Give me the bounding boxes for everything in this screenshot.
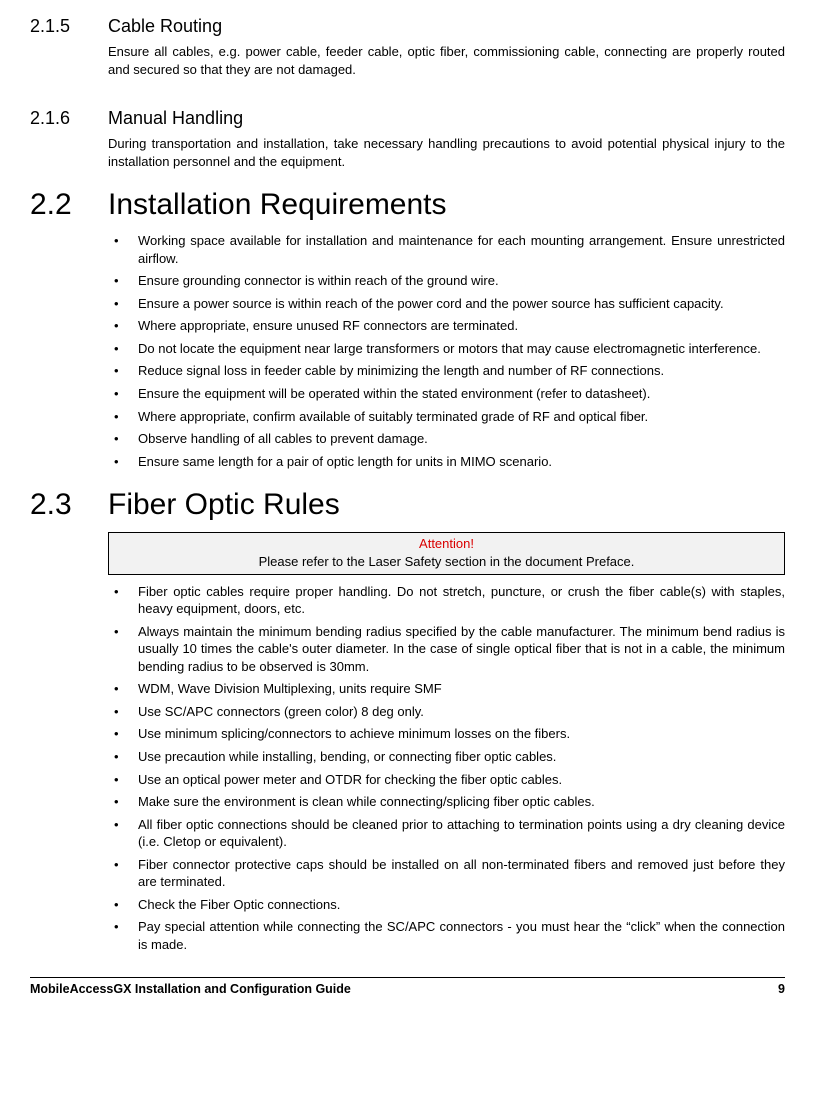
list-item: Ensure grounding connector is within rea… (108, 272, 785, 290)
list-item: Fiber optic cables require proper handli… (108, 583, 785, 618)
footer-doc-title: MobileAccessGX Installation and Configur… (30, 982, 351, 996)
section-2-1-6-body: During transportation and installation, … (108, 135, 785, 170)
section-title: Manual Handling (108, 108, 243, 129)
section-number: 2.3 (30, 488, 108, 522)
section-2-1-6-heading: 2.1.6 Manual Handling (30, 108, 785, 129)
list-item: Working space available for installation… (108, 232, 785, 267)
list-item: Always maintain the minimum bending radi… (108, 623, 785, 676)
list-item: Reduce signal loss in feeder cable by mi… (108, 362, 785, 380)
section-title: Installation Requirements (108, 188, 447, 222)
section-number: 2.1.6 (30, 108, 108, 129)
list-item: Use SC/APC connectors (green color) 8 de… (108, 703, 785, 721)
list-item: All fiber optic connections should be cl… (108, 816, 785, 851)
section-2-2-list: Working space available for installation… (108, 232, 785, 470)
page-footer: MobileAccessGX Installation and Configur… (30, 977, 785, 996)
list-item: Use minimum splicing/connectors to achie… (108, 725, 785, 743)
list-item: Fiber connector protective caps should b… (108, 856, 785, 891)
list-item: Observe handling of all cables to preven… (108, 430, 785, 448)
list-item: Do not locate the equipment near large t… (108, 340, 785, 358)
list-item: Ensure the equipment will be operated wi… (108, 385, 785, 403)
attention-title: Attention! (113, 535, 780, 553)
attention-body: Please refer to the Laser Safety section… (113, 553, 780, 571)
list-item: Use precaution while installing, bending… (108, 748, 785, 766)
section-number: 2.1.5 (30, 16, 108, 37)
section-2-3-heading: 2.3 Fiber Optic Rules (30, 488, 785, 522)
list-item: Ensure a power source is within reach of… (108, 295, 785, 313)
section-2-3-list: Fiber optic cables require proper handli… (108, 583, 785, 954)
footer-page-number: 9 (778, 982, 785, 996)
list-item: Check the Fiber Optic connections. (108, 896, 785, 914)
list-item: Use an optical power meter and OTDR for … (108, 771, 785, 789)
section-2-1-5-body: Ensure all cables, e.g. power cable, fee… (108, 43, 785, 78)
section-title: Cable Routing (108, 16, 222, 37)
attention-box: Attention! Please refer to the Laser Saf… (108, 532, 785, 574)
section-2-2-heading: 2.2 Installation Requirements (30, 188, 785, 222)
list-item: Pay special attention while connecting t… (108, 918, 785, 953)
list-item: Where appropriate, ensure unused RF conn… (108, 317, 785, 335)
section-title: Fiber Optic Rules (108, 488, 340, 522)
list-item: WDM, Wave Division Multiplexing, units r… (108, 680, 785, 698)
section-number: 2.2 (30, 188, 108, 222)
section-2-1-5-heading: 2.1.5 Cable Routing (30, 16, 785, 37)
list-item: Ensure same length for a pair of optic l… (108, 453, 785, 471)
list-item: Where appropriate, confirm available of … (108, 408, 785, 426)
list-item: Make sure the environment is clean while… (108, 793, 785, 811)
